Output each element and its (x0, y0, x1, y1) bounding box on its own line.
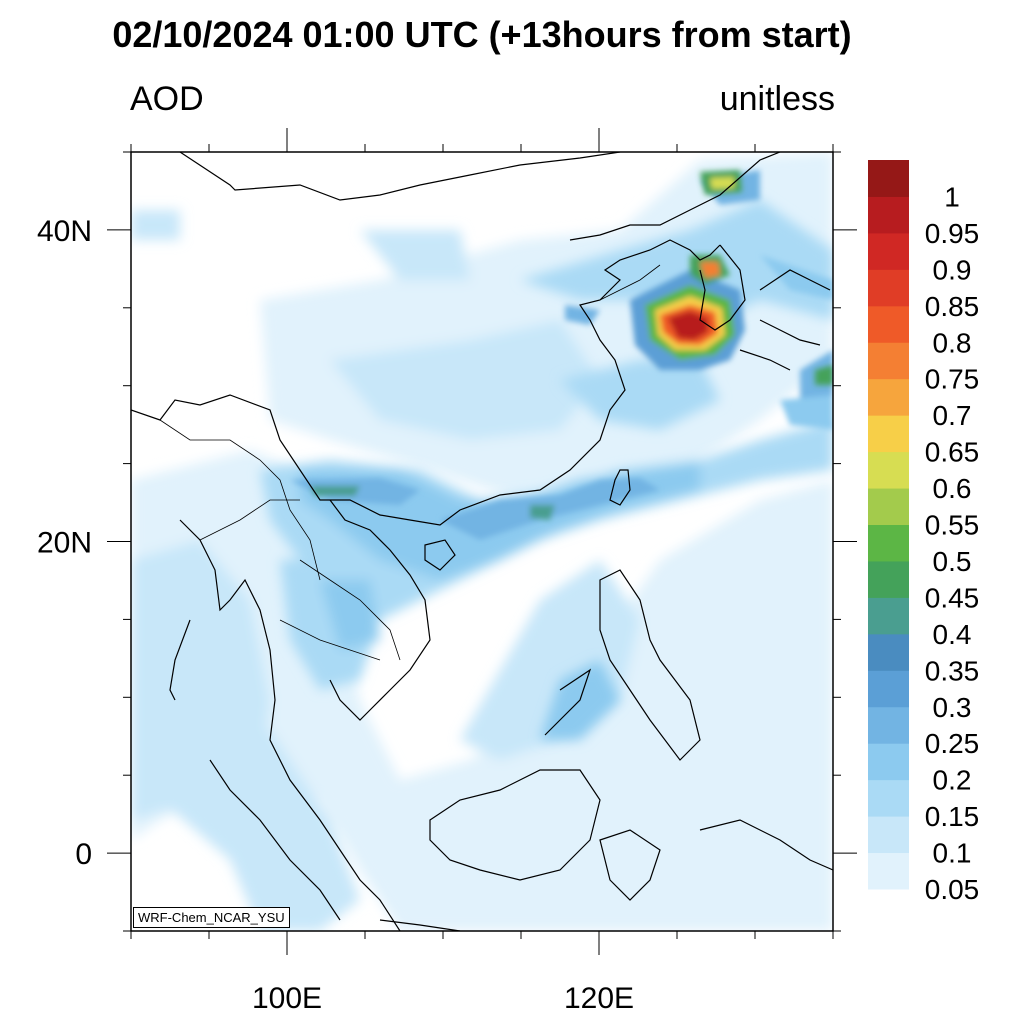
colorbar-label: 0.25 (925, 728, 980, 759)
colorbar-label: 0.9 (933, 254, 972, 285)
colorbar-swatch (868, 743, 909, 781)
colorbar-label: 0.05 (925, 874, 980, 905)
colorbar-swatch (868, 488, 909, 525)
model-credit-label: WRF-Chem_NCAR_YSU (133, 907, 290, 928)
colorbar-label: 0.55 (925, 510, 980, 541)
country-borders (159, 264, 661, 661)
colorbar-swatch (868, 779, 909, 817)
colorbar-swatch (868, 342, 909, 380)
colorbar-label: 0.15 (925, 801, 980, 832)
colorbar-label: 0.95 (925, 218, 980, 249)
units-label: unitless (719, 80, 835, 118)
colorbar-label: 0.65 (925, 437, 980, 468)
chart-title: 02/10/2024 01:00 UTC (+13hours from star… (112, 14, 852, 55)
lat-tick-label: 40N (37, 215, 92, 248)
colorbar-label: 0.35 (925, 655, 980, 686)
colorbar-label: 0.8 (933, 327, 972, 358)
colorbar-label: 0.5 (933, 546, 972, 577)
colorbar-swatch (868, 816, 909, 854)
colorbar-swatch (868, 451, 909, 489)
colorbar-swatch (868, 232, 909, 270)
colorbar-swatch (868, 415, 909, 453)
colorbar-swatch (868, 597, 909, 635)
colorbar-label: 0.85 (925, 291, 980, 322)
colorbar-swatch (868, 305, 909, 343)
colorbar-label: 0.6 (933, 473, 972, 504)
colorbar-swatch (868, 852, 909, 890)
colorbar-swatch (868, 160, 909, 197)
lon-tick-label: 120E (564, 982, 634, 1015)
lat-tick-label: 20N (37, 527, 92, 560)
colorbar-swatch (868, 524, 909, 562)
colorbar-swatch (868, 560, 909, 598)
colorbar-label: 0.4 (933, 619, 972, 650)
colorbar-swatch (868, 633, 909, 671)
axis-ticks (107, 128, 857, 955)
variable-label: AOD (130, 80, 204, 118)
colorbar-label: 1 (944, 181, 960, 212)
lat-tick-label: 0 (75, 838, 92, 871)
lon-tick-label: 100E (252, 982, 322, 1015)
colorbar-label: 0.2 (933, 765, 972, 796)
aod-field (131, 152, 833, 931)
colorbar-swatch (868, 269, 909, 307)
colorbar-swatch (868, 706, 909, 744)
axis-tick-labels: 100E 120E 0 20N 40N (37, 215, 634, 1015)
colorbar-swatch (868, 196, 909, 234)
coastlines (131, 152, 833, 931)
colorbar-label: 0.7 (933, 400, 972, 431)
colorbar-label: 0.3 (933, 692, 972, 723)
colorbar-swatch (868, 378, 909, 416)
colorbar-label: 0.45 (925, 582, 980, 613)
colorbar-swatch (868, 670, 909, 708)
colorbar: 0.05 0.1 0.15 0.2 0.25 0.3 0.35 0.4 0.45 0.5 0.55 0… (868, 160, 979, 905)
colorbar-label: 0.1 (933, 838, 972, 869)
colorbar-label: 0.75 (925, 364, 980, 395)
